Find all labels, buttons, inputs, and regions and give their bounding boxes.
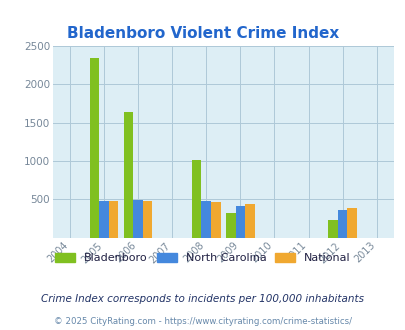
Bar <box>90 58 99 238</box>
Bar <box>226 213 235 238</box>
Text: © 2025 CityRating.com - https://www.cityrating.com/crime-statistics/: © 2025 CityRating.com - https://www.city… <box>54 317 351 326</box>
Bar <box>99 201 109 238</box>
Bar <box>245 204 254 238</box>
Bar <box>109 201 118 238</box>
Bar <box>347 208 356 238</box>
Text: Bladenboro Violent Crime Index: Bladenboro Violent Crime Index <box>67 25 338 41</box>
Bar <box>143 201 152 238</box>
Bar <box>124 112 133 238</box>
Legend: Bladenboro, North Carolina, National: Bladenboro, North Carolina, National <box>52 249 353 267</box>
Bar <box>337 210 347 238</box>
Text: Crime Index corresponds to incidents per 100,000 inhabitants: Crime Index corresponds to incidents per… <box>41 294 364 304</box>
Bar <box>235 206 245 238</box>
Bar <box>328 220 337 238</box>
Bar <box>133 200 143 238</box>
Bar <box>211 202 220 238</box>
Bar <box>201 201 211 238</box>
Bar <box>192 159 201 238</box>
